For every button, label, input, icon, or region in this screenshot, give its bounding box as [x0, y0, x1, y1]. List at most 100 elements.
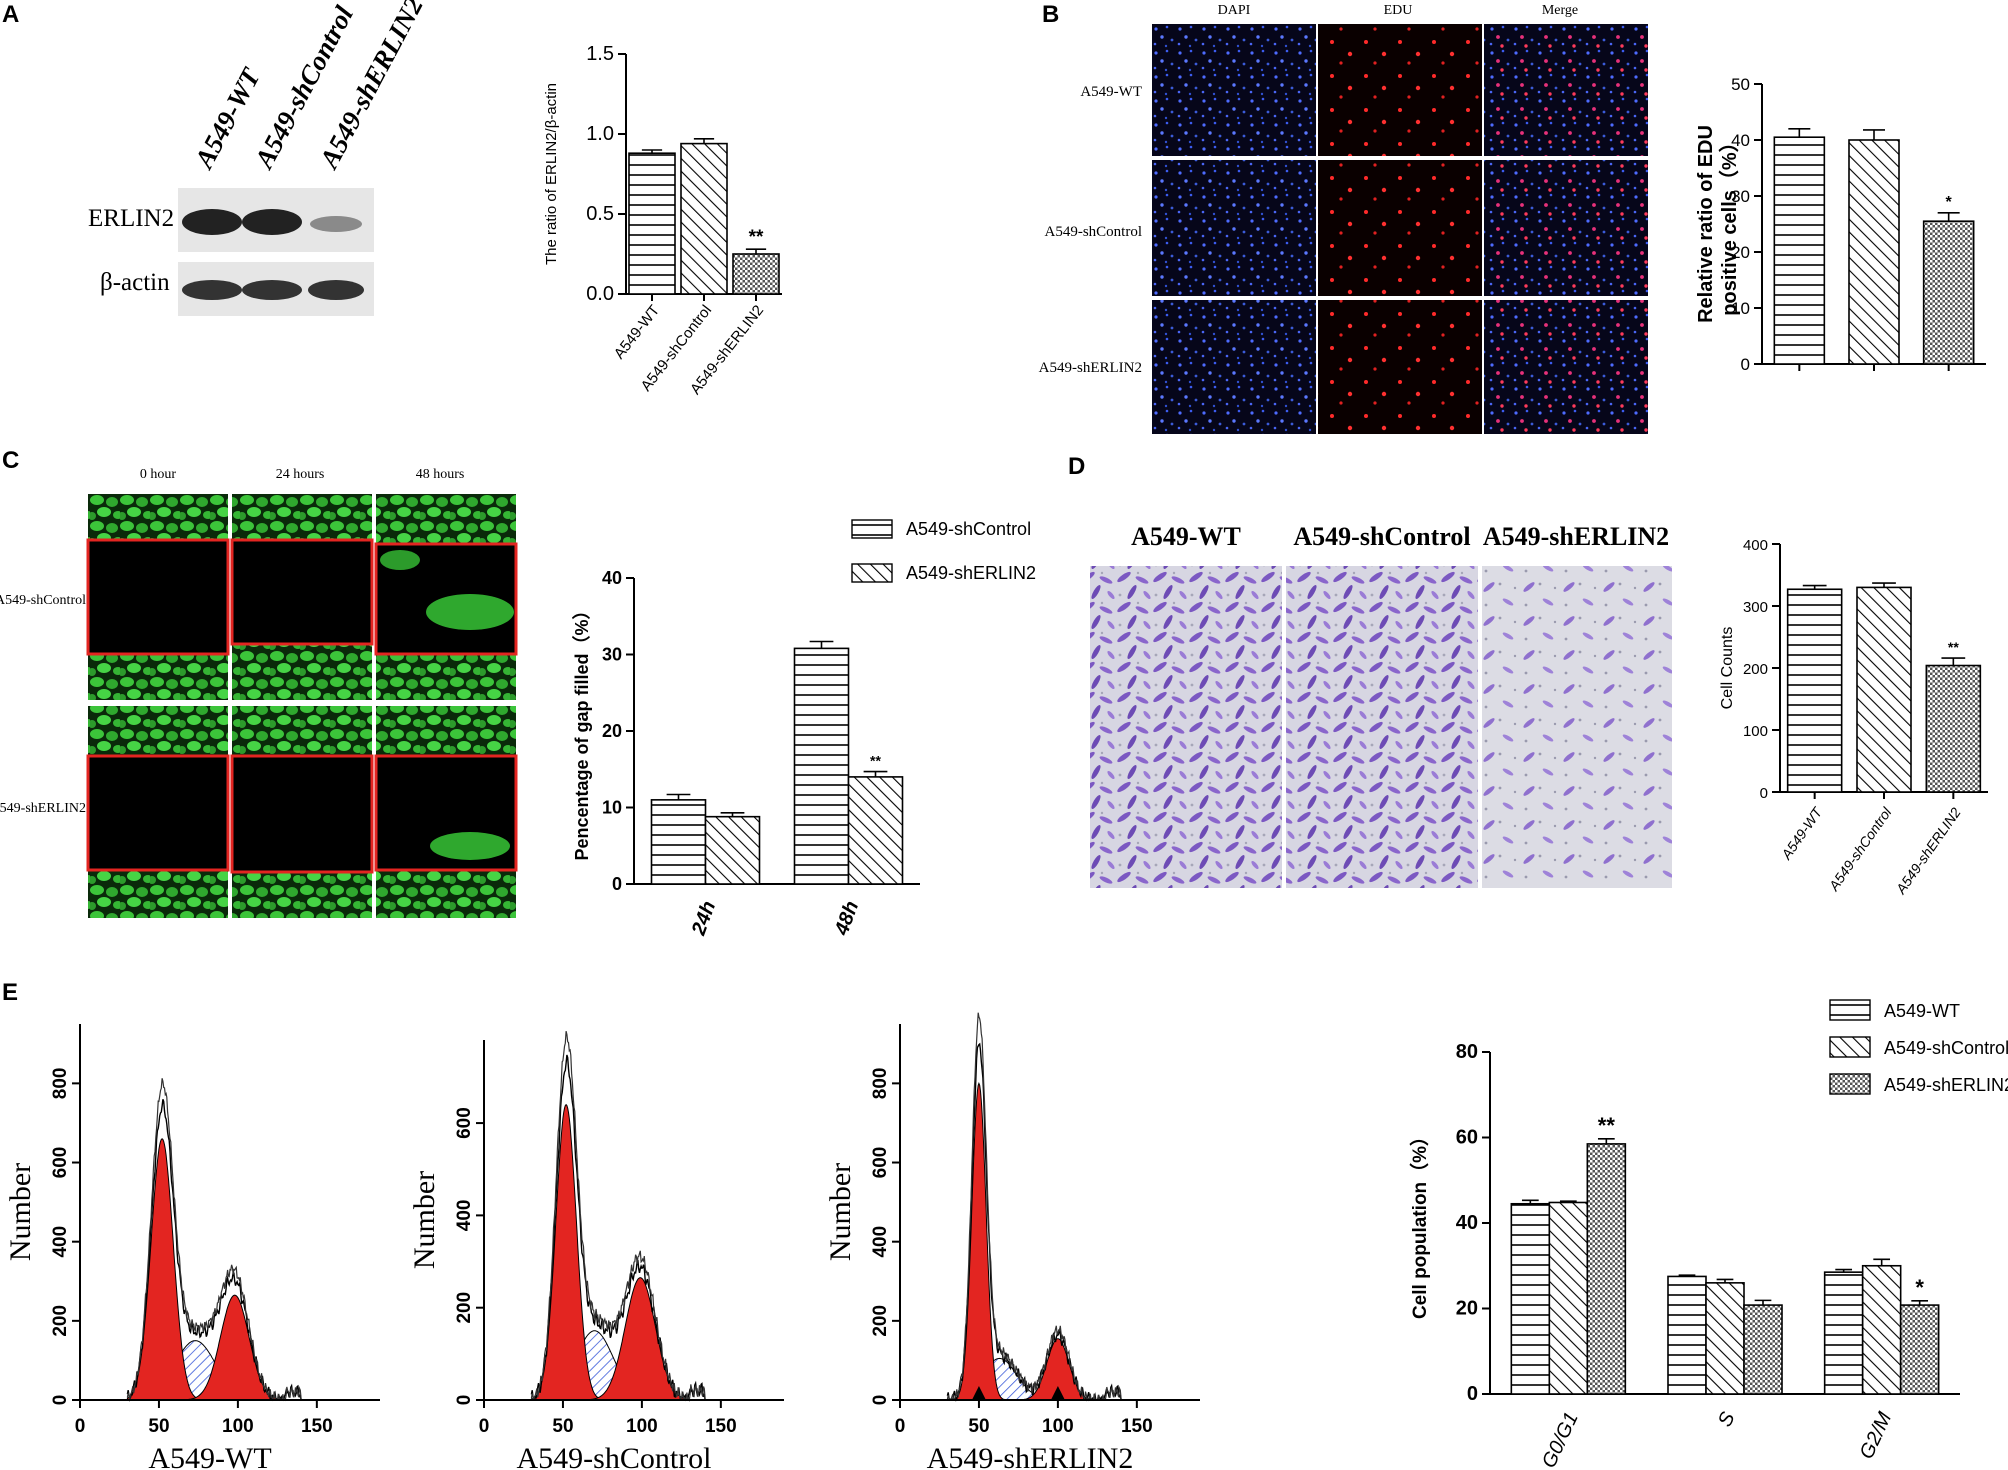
- y-axis-label: The ratio of ERLIN2/β-actin: [543, 83, 560, 265]
- significance-marker: *: [1946, 194, 1953, 211]
- y-tick-label: 40: [602, 568, 622, 588]
- significance-marker: *: [1915, 1275, 1924, 1300]
- edu-image: [1318, 24, 1482, 156]
- y-tick-label: 0: [1760, 785, 1768, 802]
- x-tick-label: 150: [1121, 1416, 1153, 1437]
- x-tick-label: 100: [626, 1416, 658, 1437]
- x-tick-label: 50: [148, 1416, 169, 1437]
- transwell-image: [1286, 566, 1478, 888]
- panel-label-a: A: [2, 1, 19, 28]
- bar: [1667, 1275, 1707, 1395]
- image-column-label: Merge: [1542, 3, 1578, 18]
- blot-band: [308, 280, 364, 300]
- transwell-image: [1090, 566, 1282, 888]
- blot-band: [182, 280, 242, 300]
- y-tick-label: 50: [1731, 75, 1750, 94]
- bar: [1510, 1202, 1551, 1395]
- x-tick-label: G2/M: [1856, 1409, 1897, 1463]
- blot-band: [242, 280, 302, 300]
- wound-gap-region: [230, 538, 374, 646]
- legend-label: A549-shERLIN2: [906, 563, 1036, 583]
- chart-e-bar: 0 20 40 60 80 Cell population（%） ** G0/G1 S * G2/M…: [1408, 999, 2008, 1470]
- y-tick-label: 200: [50, 1305, 71, 1337]
- y-tick-label: 0.5: [586, 203, 614, 225]
- legend-label: A549-shControl: [906, 519, 1031, 539]
- legend-label: A549-shERLIN2: [1884, 1075, 2008, 1095]
- y-axis-label: Pencentage of gap filled（%）: [572, 601, 592, 860]
- blot-band: [182, 209, 242, 235]
- x-tick-label: A549-WT: [1778, 803, 1826, 863]
- y-tick-label: 10: [602, 798, 622, 818]
- blot-band: [242, 209, 302, 235]
- x-axis-label: A549-shERLIN2: [927, 1442, 1134, 1470]
- y-tick-label: 400: [1743, 537, 1768, 554]
- y-tick-label: 80: [1456, 1041, 1478, 1063]
- y-axis-label: Number: [824, 1163, 857, 1261]
- bar: [1848, 139, 1900, 365]
- image-row-label: A549-shControl: [1045, 224, 1143, 240]
- y-tick-label: 40: [1456, 1212, 1478, 1234]
- image-row-label: A549-shERLIN2: [0, 801, 86, 816]
- bar: [680, 142, 728, 295]
- bar: [1899, 1304, 1940, 1395]
- y-tick-label: 0: [1741, 355, 1750, 374]
- x-axis-label: A549-WT: [148, 1442, 271, 1470]
- bar: [1922, 220, 1975, 365]
- y-tick-label: 40: [1731, 131, 1750, 150]
- y-tick-label: 600: [454, 1107, 475, 1139]
- bar: [704, 815, 761, 885]
- raw-data-trace: [530, 1031, 706, 1402]
- wound-gap-region: [86, 538, 230, 656]
- legend-swatch: [1829, 999, 1871, 1021]
- wound-gap-region: [86, 754, 230, 872]
- edu-image: [1318, 160, 1482, 296]
- x-tick-label: A549-WT: [611, 302, 663, 362]
- x-tick-label: 50: [552, 1416, 573, 1437]
- y-tick-label: 0.0: [586, 283, 614, 305]
- significance-marker: **: [1948, 639, 1959, 655]
- bar: [1773, 136, 1826, 365]
- y-tick-label: 1.5: [586, 43, 614, 65]
- wound-filled-cells: [426, 594, 514, 630]
- x-tick-label: 24h: [687, 898, 720, 939]
- image-row-label: A549-WT: [1080, 84, 1142, 100]
- wound-filled-cells: [380, 550, 420, 570]
- bar: [1786, 588, 1843, 793]
- chart-e-histogram: 0 200 400 600 0 50 100 150 Number A549-shControl: [408, 1031, 784, 1470]
- significance-marker: **: [749, 227, 764, 248]
- blot-band: [310, 216, 362, 232]
- image-column-label: A549-WT: [1131, 522, 1241, 551]
- edu-image: [1318, 300, 1482, 434]
- x-tick-label: S: [1714, 1408, 1740, 1430]
- transwell-image-grid: A549-WT A549-shControl A549-shERLIN2: [1090, 522, 1672, 888]
- image-column-label: 24 hours: [276, 467, 325, 482]
- image-column-label: A549-shERLIN2: [1483, 522, 1669, 551]
- y-tick-label: 0: [1467, 1383, 1478, 1405]
- peak-marker: [971, 1386, 986, 1400]
- panel-label-c: C: [2, 447, 19, 474]
- bar: [650, 799, 707, 885]
- x-tick-label: G0/G1: [1538, 1409, 1583, 1470]
- x-tick-label: A549-shControl: [1825, 804, 1895, 894]
- legend-swatch: [851, 519, 893, 539]
- panel-label-b: B: [1042, 1, 1059, 28]
- y-tick-label: 600: [50, 1147, 71, 1179]
- image-column-label: EDU: [1384, 3, 1413, 18]
- blot-row-label: β-actin: [100, 269, 170, 296]
- x-tick-label: 150: [705, 1416, 737, 1437]
- y-axis-label: Number: [408, 1171, 441, 1269]
- significance-marker: **: [870, 753, 881, 769]
- y-tick-label: 200: [1743, 661, 1768, 678]
- x-tick-label: 48h: [830, 898, 863, 939]
- y-tick-label: 30: [1731, 187, 1750, 206]
- y-tick-label: 60: [1456, 1127, 1478, 1149]
- x-tick-label: 100: [222, 1416, 254, 1437]
- western-blot: A549-WT A549-shControl A549-shERLIN2 ERL…: [88, 0, 429, 316]
- y-tick-label: 30: [602, 645, 622, 665]
- y-tick-label: 20: [1731, 243, 1750, 262]
- wound-image-grid: 0 hour 24 hours 48 hours A549-shControl …: [0, 467, 518, 918]
- legend-swatch: [851, 563, 893, 583]
- bar: [732, 253, 780, 295]
- x-tick-label: 50: [968, 1416, 989, 1437]
